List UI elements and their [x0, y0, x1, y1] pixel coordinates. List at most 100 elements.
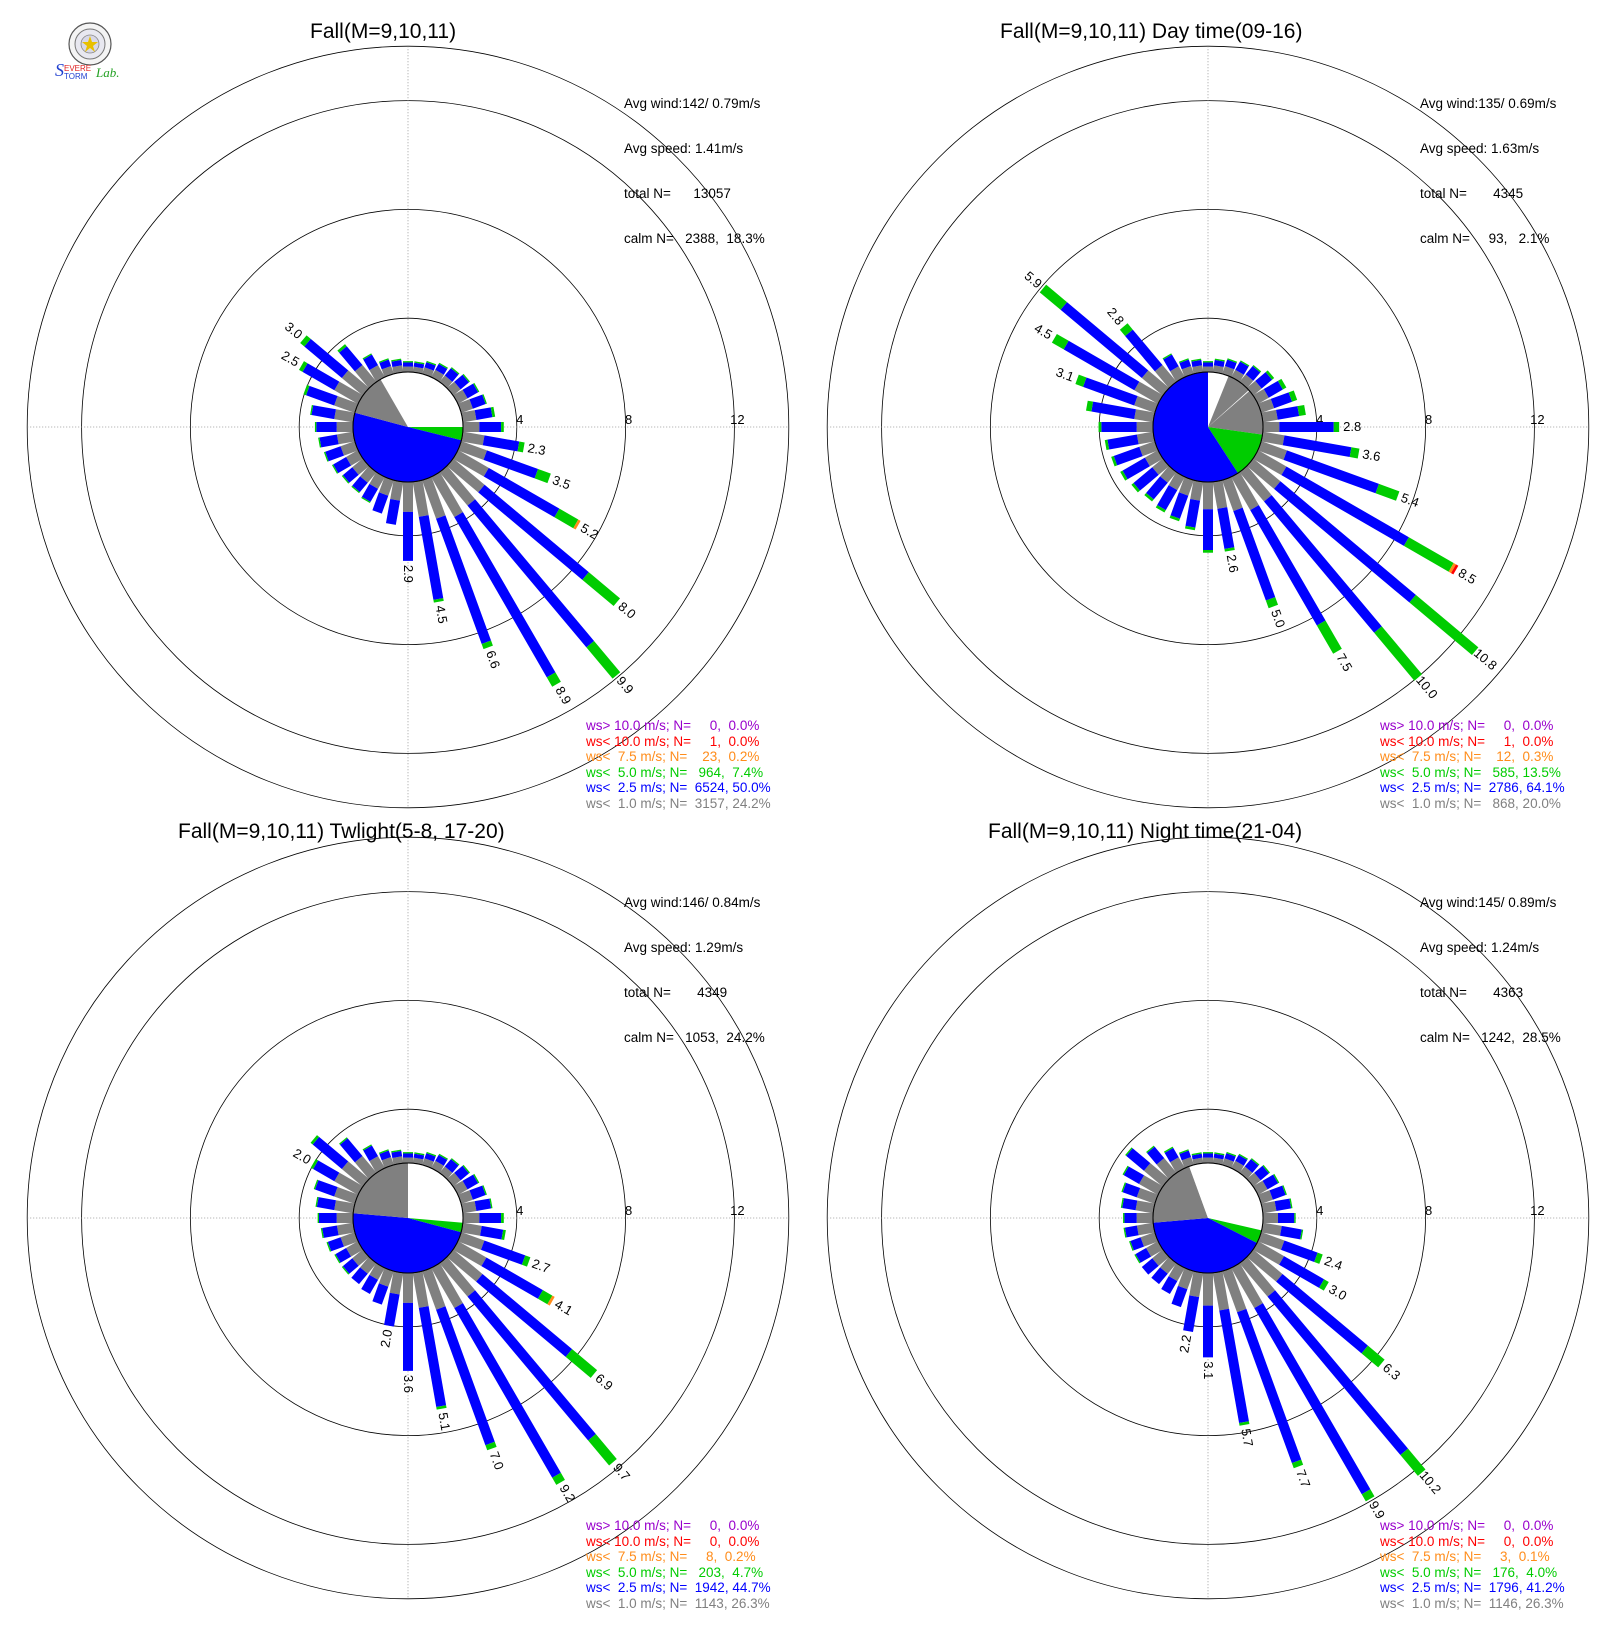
bar-segment-blue: [1235, 1154, 1248, 1166]
bar-segment-gray: [336, 431, 355, 445]
bar-segment-gray: [453, 450, 489, 477]
bar-value-label: 9.2: [557, 1482, 579, 1505]
bar-value-label: 3.0: [1326, 1281, 1349, 1303]
bar-segment-blue: [1126, 1148, 1151, 1171]
bar-segment-gray: [1231, 369, 1244, 382]
legend-row-green: ws< 5.0 m/s; N= 964, 7.4%: [586, 764, 764, 780]
bar-value-label: 2.7: [530, 1256, 552, 1276]
pie-slice-green: [408, 1218, 463, 1233]
bar-value-label: 6.3: [1380, 1360, 1403, 1383]
bar-segment-blue: [1151, 1267, 1168, 1285]
bar-segment-green: [1403, 537, 1454, 572]
bar-segment-blue: [1283, 450, 1379, 494]
bar-segment-gray: [446, 381, 461, 396]
bar-segment-blue: [1122, 1198, 1138, 1211]
avg-wind: Avg wind:146/ 0.84m/s: [624, 895, 761, 910]
bar-segment-gray: [334, 409, 355, 423]
ring-label: 8: [1425, 412, 1432, 427]
pie-slice-green: [1208, 427, 1263, 474]
bar-segment-gray: [422, 1158, 434, 1169]
calm-circle-outline: [352, 1162, 464, 1274]
bar-segment-green: [438, 1153, 448, 1160]
bar-segment-gray: [1239, 374, 1254, 389]
bar-segment-green: [1314, 1252, 1323, 1264]
panel-title: Fall(M=9,10,11): [310, 20, 457, 43]
avg-speed: Avg speed: 1.63m/s: [1420, 141, 1540, 156]
bar-segment-gray: [346, 1241, 363, 1257]
legend-row-blue: ws< 2.5 m/s; N= 1942, 44.7%: [586, 1580, 771, 1595]
legend-row-green: ws< 5.0 m/s; N= 203, 4.7%: [586, 1564, 764, 1580]
lab-wordmark: S EVERE TORM Lab.: [55, 60, 119, 81]
bar-segment-gray: [1139, 441, 1159, 457]
bar-segment-blue: [1282, 435, 1352, 458]
bar-segment-gray: [1253, 1180, 1268, 1195]
calm-circle-outline: [1152, 1162, 1264, 1274]
bar-value-label: 2.8: [1343, 419, 1361, 434]
bar-segment-green: [586, 640, 621, 679]
bar-segment-blue: [385, 499, 401, 525]
bar-segment-orange: [547, 1295, 555, 1306]
bar-segment-gray: [461, 431, 485, 446]
bar-segment-blue: [342, 467, 359, 483]
bar-segment-gray: [1257, 1232, 1285, 1250]
bar-segment-blue: [454, 512, 556, 678]
bar-segment-green: [300, 335, 311, 347]
windrose-plot-area: 4 8 122.43.06.310.29.97.75.73.12.2: [826, 836, 1590, 1600]
bar-segment-gray: [1181, 365, 1194, 378]
legend-row-red: ws< 10.0 m/s; N= 0, 0.0%: [1380, 1533, 1554, 1549]
bar-segment-gray: [334, 1200, 355, 1214]
bar-segment-gray: [457, 441, 487, 460]
bar-segment-green: [310, 1135, 320, 1145]
bar-segment-gray: [461, 410, 477, 423]
bar-segment-gray: [1253, 1241, 1285, 1265]
pie-slice-white: [1189, 1163, 1208, 1218]
legend-row-green: ws< 5.0 m/s; N= 585, 13.5%: [1380, 764, 1561, 780]
legend-row-blue: ws< 2.5 m/s; N= 2786, 64.1%: [1380, 780, 1565, 795]
bar-segment-blue: [454, 1165, 469, 1181]
bar-segment-green: [1120, 470, 1128, 481]
bar-segment-gray: [457, 1232, 485, 1250]
bar-value-label: 3.6: [1361, 446, 1381, 464]
bar-value-label: 5.7: [1238, 1427, 1256, 1447]
bar-segment-gray: [381, 1156, 394, 1169]
bar-segment-blue: [1269, 1185, 1286, 1200]
bar-segment-blue: [322, 1225, 339, 1238]
bar-segment-green: [1131, 483, 1140, 493]
pie-slice-gray: [1208, 376, 1249, 427]
bar-segment-green: [473, 1173, 480, 1184]
bar-segment-gray: [1178, 476, 1194, 496]
bar-value-label: 9.7: [610, 1460, 633, 1483]
bar-value-label: 4.5: [433, 604, 451, 624]
panel-title: Fall(M=9,10,11) Night time(21-04): [988, 820, 1303, 843]
bar-segment-gray: [422, 476, 446, 519]
bar-segment-blue: [316, 1197, 336, 1211]
bar-value-label: 7.5: [1333, 651, 1355, 674]
bar-segment-gray: [1231, 472, 1259, 511]
bar-segment-blue: [1224, 359, 1237, 370]
bar-segment-green: [1144, 493, 1154, 502]
bar-segment-gray: [1222, 1158, 1234, 1169]
bar-segment-blue: [424, 362, 436, 371]
bar-segment-blue: [476, 1274, 573, 1357]
stats-block: Avg wind:142/ 0.79m/s Avg speed: 1.41m/s…: [624, 66, 765, 276]
stats-block: Avg wind:135/ 0.69m/s Avg speed: 1.63m/s…: [1420, 66, 1556, 276]
bar-segment-green: [1252, 364, 1262, 373]
pie-slice-white: [1208, 372, 1229, 427]
avg-wind: Avg wind:135/ 0.69m/s: [1420, 96, 1557, 111]
pie-slice-gray: [1153, 1166, 1208, 1223]
bar-segment-gray: [1192, 365, 1204, 374]
bar-segment-gray: [1222, 476, 1243, 512]
bar-segment-gray: [1134, 409, 1155, 423]
bar-segment-blue: [1281, 466, 1409, 546]
bar-segment-gray: [412, 1157, 424, 1165]
windrose-plot-area: 4 8 12 2.74.1 6.9 9.7 9.2 7.0 5.1 3.6 2.0 2.0: [26, 836, 790, 1600]
bar-segment-green: [546, 672, 561, 687]
calm-n: calm N= 1053, 24.2%: [624, 1030, 765, 1045]
bar-value-label: 2.5: [279, 348, 302, 370]
bar-segment-green: [485, 1441, 497, 1451]
bar-segment-blue: [1235, 361, 1249, 375]
bar-segment-blue: [1133, 467, 1159, 491]
bar-segment-green: [310, 1158, 319, 1169]
bar-segment-gray: [1170, 1157, 1185, 1173]
bar-segment-blue: [435, 363, 448, 375]
